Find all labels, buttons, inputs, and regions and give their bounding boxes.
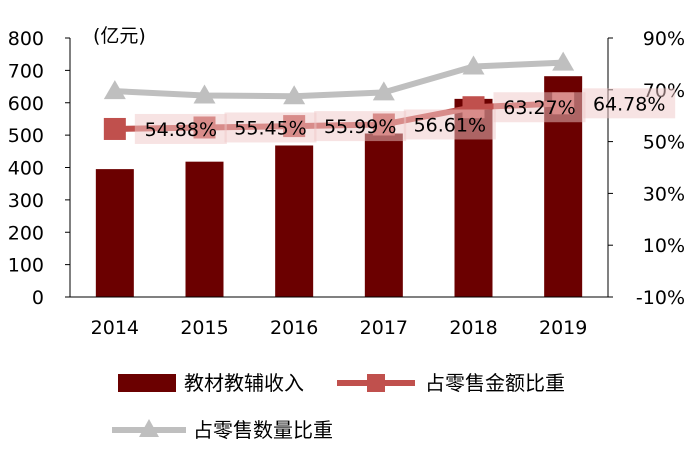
bar: [185, 161, 224, 297]
quantity-share-marker: [193, 84, 216, 104]
x-axis-tick-label: 2015: [180, 317, 228, 339]
left-axis-tick-label: 400: [8, 158, 44, 180]
right-axis: -10%10%30%50%70%90%: [607, 28, 685, 309]
legend-marker-quantity-share: [139, 419, 159, 437]
left-axis-tick-label: 300: [8, 190, 44, 212]
quantity-share-marker: [103, 80, 126, 100]
left-axis-unit-label: (亿元): [93, 25, 146, 47]
legend-label-amount-share: 占零售金额比重: [425, 371, 565, 395]
legend-marker-amount-share: [367, 374, 385, 392]
quantity-share-marker: [552, 51, 575, 71]
bar: [275, 145, 314, 297]
x-axis-tick-label: 2016: [270, 317, 318, 339]
x-axis-tick-label: 2018: [449, 317, 497, 339]
data-label: 55.45%: [234, 117, 306, 139]
data-label-box: [493, 92, 586, 123]
data-label-box: [314, 111, 407, 142]
data-label: 64.78%: [593, 93, 665, 115]
data-label-box: [224, 112, 317, 143]
data-label: 56.61%: [414, 114, 486, 136]
right-axis-tick-label: -10%: [636, 287, 685, 309]
data-label-box: [403, 109, 496, 140]
amount-share-data-labels: 54.88% 55.45% 55.99% 56.61% 63.27% 64.78%: [134, 88, 676, 144]
bar: [95, 169, 134, 297]
data-label: 54.88%: [145, 119, 217, 141]
data-label-box: [583, 88, 676, 119]
right-axis-tick-label: 10%: [643, 235, 685, 257]
right-axis-tick-label: 90%: [643, 28, 685, 50]
left-axis-tick-label: 0: [32, 287, 44, 309]
quantity-share-marker: [283, 85, 306, 105]
data-label: 63.27%: [503, 97, 575, 119]
quantity-share-marker: [372, 81, 395, 101]
legend-swatch-revenue: [118, 374, 176, 392]
legend-label-quantity-share: 占零售数量比重: [193, 418, 333, 442]
left-axis-tick-label: 100: [8, 255, 44, 277]
bar: [364, 133, 403, 297]
quantity-share-marker: [462, 55, 485, 75]
x-axis: 2014 2015 2016 2017 2018 2019: [70, 296, 608, 339]
left-axis: 0 100 200 300 400 500 600 700 800: [8, 28, 71, 309]
bar-series-revenue: [95, 76, 583, 298]
quantity-share-line: [114, 59, 564, 100]
data-label-box: [134, 113, 227, 144]
left-axis-tick-label: 800: [8, 28, 44, 50]
legend-label-revenue: 教材教辅收入: [184, 371, 304, 395]
line-series-quantity-share: [103, 51, 575, 105]
x-axis-tick-label: 2014: [91, 317, 139, 339]
amount-share-marker: [103, 117, 126, 140]
right-axis-tick-label: 30%: [643, 183, 685, 205]
data-label: 55.99%: [324, 116, 396, 138]
left-axis-tick-label: 200: [8, 222, 44, 244]
left-axis-tick-label: 700: [8, 60, 44, 82]
legend: 教材教辅收入 占零售金额比重 占零售数量比重: [112, 371, 565, 442]
left-axis-tick-label: 600: [8, 93, 44, 115]
x-axis-tick-label: 2019: [539, 317, 587, 339]
right-axis-tick-label: 50%: [643, 132, 685, 154]
left-axis-tick-label: 500: [8, 125, 44, 147]
x-axis-tick-label: 2017: [360, 317, 408, 339]
